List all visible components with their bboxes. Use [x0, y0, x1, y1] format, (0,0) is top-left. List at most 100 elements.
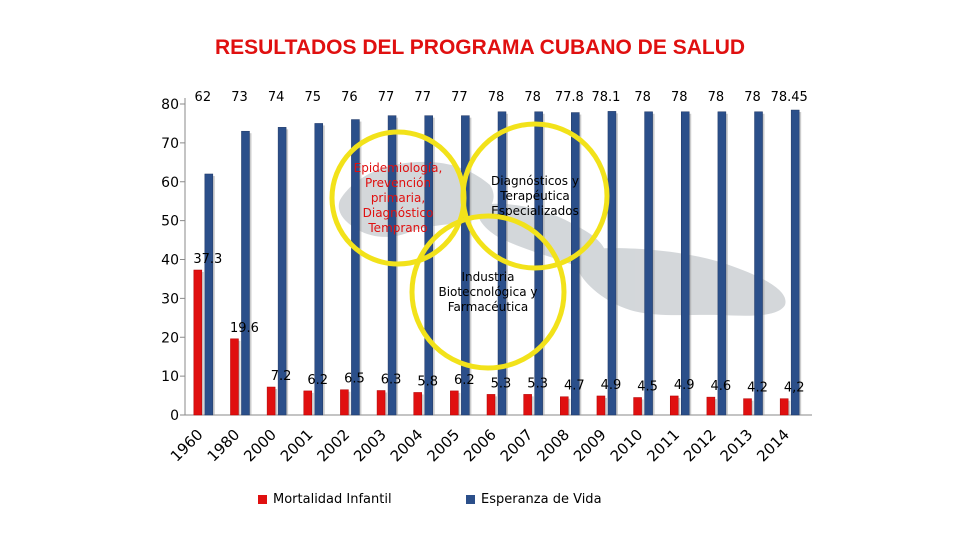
annotation-epidemiologia-text: primaria,	[371, 191, 425, 205]
data-label-esperanza: 62	[195, 90, 212, 105]
data-label-mortalidad: 6.2	[307, 373, 328, 388]
data-label-esperanza: 78	[634, 90, 651, 105]
legend-label-mortalidad: Mortalidad Infantil	[273, 492, 392, 507]
bar-mortalidad-2010	[633, 397, 642, 416]
bar-mortalidad-2009	[596, 395, 606, 416]
data-label-mortalidad: 19.6	[230, 321, 259, 336]
y-tick-label: 10	[161, 369, 179, 385]
bar-mortalidad-2005	[450, 390, 459, 416]
bar-esperanza-2014	[790, 109, 800, 416]
legend-item-mortalidad: Mortalidad Infantil	[258, 492, 392, 507]
data-label-mortalidad: 7.2	[271, 369, 292, 384]
bar-esperanza-2007	[534, 111, 543, 416]
y-tick-label: 50	[161, 214, 179, 230]
annotation-diagnosticos-circle	[460, 121, 610, 271]
data-label-mortalidad: 4.5	[637, 380, 658, 395]
x-tick-label: 2008	[533, 426, 573, 466]
data-label-mortalidad: 5.3	[491, 376, 512, 391]
cuba-map-west	[338, 161, 494, 237]
data-label-esperanza: 78	[488, 90, 505, 105]
annotation-industria-text: Industria	[462, 270, 515, 284]
legend-label-esperanza: Esperanza de Vida	[481, 492, 602, 507]
y-tick-label: 60	[161, 175, 179, 191]
bar-mortalidad-1980	[230, 338, 239, 416]
data-label-esperanza: 74	[268, 90, 285, 105]
bar-esperanza-2013	[754, 111, 763, 416]
y-tick-label: 30	[161, 291, 179, 307]
bar-mortalidad-2003	[376, 390, 386, 416]
chart-title: RESULTADOS DEL PROGRAMA CUBANO DE SALUD	[214, 36, 746, 59]
x-tick-label: 1980	[204, 426, 244, 466]
annotation-industria-text: Biotecnológica y	[438, 285, 537, 299]
x-tick-label: 2003	[350, 426, 390, 466]
x-tick-label: 2009	[570, 426, 610, 466]
legend-item-esperanza: Esperanza de Vida	[466, 492, 602, 507]
bar-mortalidad-1960	[193, 269, 203, 416]
x-tick-label: 2007	[497, 426, 537, 466]
bar-esperanza-2001	[314, 123, 324, 416]
bar-esperanza-2011	[680, 111, 690, 416]
data-label-mortalidad: 4.2	[747, 381, 768, 396]
x-tick-label: 2010	[607, 426, 647, 466]
data-label-mortalidad: 4.9	[674, 378, 695, 393]
y-tick-label: 40	[161, 253, 179, 269]
data-label-esperanza: 77	[378, 90, 395, 105]
x-tick-label: 2013	[717, 426, 757, 466]
bar-mortalidad-2011	[669, 395, 679, 416]
bar-esperanza-2009	[607, 111, 617, 416]
data-label-mortalidad: 6.5	[344, 372, 365, 387]
data-label-esperanza: 76	[341, 90, 358, 105]
data-label-esperanza: 78	[708, 90, 725, 105]
bar-mortalidad-2004	[413, 392, 422, 416]
annotation-diagnosticos-text: Diagnósticos y	[491, 174, 579, 188]
data-label-mortalidad: 5.3	[527, 376, 548, 391]
annotation-epidemiologia-text: Temprano	[367, 221, 427, 235]
data-label-esperanza: 73	[231, 90, 248, 105]
data-label-mortalidad: 4,2	[784, 381, 805, 396]
x-tick-label: 2011	[643, 426, 683, 466]
bar-mortalidad-2013	[743, 398, 752, 416]
data-label-esperanza: 78	[524, 90, 541, 105]
bar-esperanza-2008	[571, 112, 580, 416]
y-tick-label: 0	[170, 408, 179, 424]
x-tick-label: 2002	[313, 426, 353, 466]
annotation-industria-circle	[409, 213, 567, 371]
data-label-esperanza: 78	[744, 90, 761, 105]
bar-mortalidad-2014	[779, 398, 789, 416]
bar-mortalidad-2000	[266, 386, 276, 416]
bar-esperanza-2005	[461, 115, 470, 416]
annotation-diagnosticos-text: Terapéutica	[499, 189, 570, 203]
bar-esperanza-2004	[424, 115, 433, 416]
annotation-industria-text: Farmacéutica	[448, 300, 529, 314]
data-label-mortalidad: 4.9	[601, 378, 622, 393]
x-tick-label: 2000	[240, 426, 280, 466]
data-label-mortalidad: 4.7	[564, 379, 585, 394]
bar-mortalidad-2001	[303, 390, 313, 416]
y-tick-label: 80	[161, 97, 179, 113]
data-label-esperanza: 77	[414, 90, 431, 105]
data-label-mortalidad: 4.6	[711, 379, 732, 394]
y-tick-label: 20	[161, 330, 179, 346]
x-tick-label: 2014	[753, 426, 793, 466]
data-label-mortalidad: 5.8	[417, 374, 438, 389]
data-label-esperanza: 77	[451, 90, 468, 105]
y-tick-label: 70	[161, 136, 179, 152]
annotation-epidemiologia-text: Prevención	[365, 176, 431, 190]
annotation-epidemiologia-text: Epidemiología,	[354, 161, 443, 175]
data-label-mortalidad: 37.3	[193, 252, 222, 267]
bar-esperanza-2012	[717, 111, 727, 416]
bar-mortalidad-2008	[560, 396, 569, 416]
legend-swatch-esperanza	[466, 495, 475, 504]
bar-esperanza-2002	[351, 119, 360, 416]
data-label-esperanza: 78.1	[591, 90, 620, 105]
bar-esperanza-1960	[204, 173, 214, 416]
data-label-esperanza: 78.45	[771, 90, 808, 105]
bar-mortalidad-2006	[486, 394, 496, 416]
bar-mortalidad-2007	[523, 394, 532, 416]
bar-mortalidad-2012	[706, 396, 716, 416]
x-tick-label: 2001	[277, 426, 317, 466]
cuba-map-east	[576, 248, 786, 316]
data-label-mortalidad: 6.2	[454, 373, 475, 388]
x-tick-label: 2012	[680, 426, 720, 466]
